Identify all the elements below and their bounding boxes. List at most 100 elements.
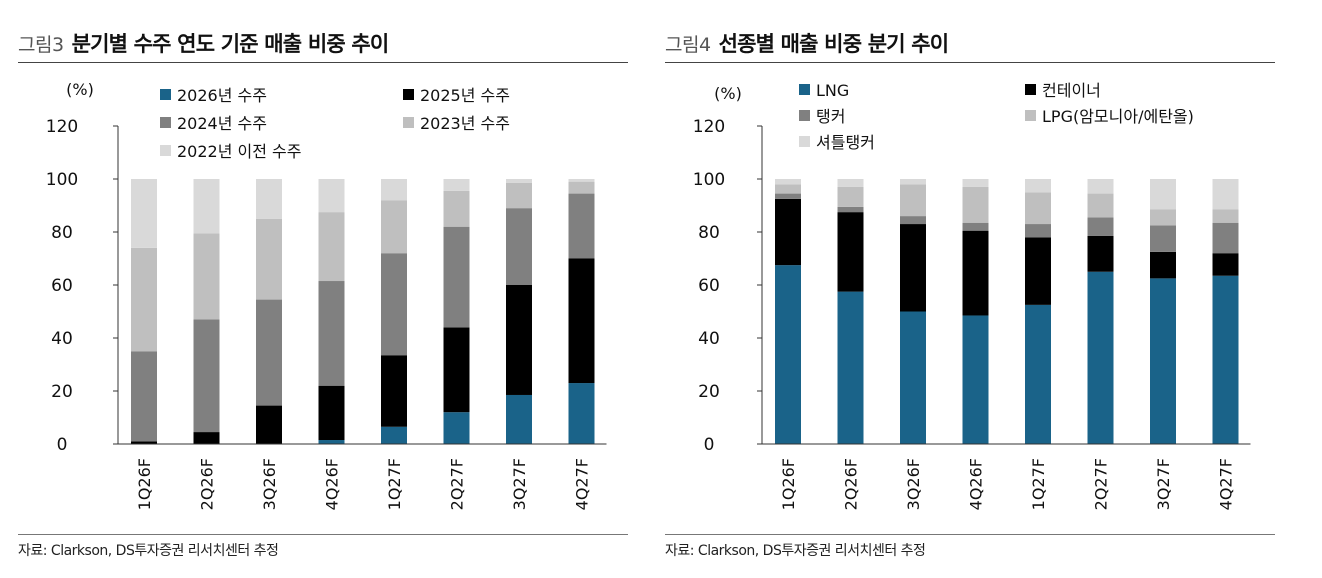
- x-tick-label: 3Q26F: [904, 458, 923, 510]
- bar-segment: [318, 212, 345, 282]
- bar-segment: [1025, 192, 1051, 225]
- bar-segment: [900, 311, 926, 444]
- x-tick-label: 4Q26F: [967, 458, 986, 510]
- chart-title: 선종별 매출 비중 분기 추이: [718, 32, 950, 56]
- x-tick-label: 2Q26F: [198, 458, 217, 510]
- bar-segment: [381, 253, 407, 356]
- y-tick-label: 0: [704, 435, 715, 455]
- bar-segment: [318, 281, 345, 386]
- legend-label: 컨테이너: [1042, 81, 1101, 100]
- legend-label: 2023년 수주: [420, 114, 510, 133]
- y-tick-label: 120: [46, 117, 78, 137]
- bar-segment: [568, 258, 595, 384]
- bar-segment: [443, 179, 470, 191]
- figure-label: 그림3: [18, 34, 64, 56]
- legend-label: LPG(암모니아/에탄올): [1042, 107, 1194, 126]
- legend-swatch: [1025, 84, 1036, 95]
- chart-title-row: 그림4 선종별 매출 비중 분기 추이: [665, 28, 950, 58]
- bar-segment: [256, 179, 282, 219]
- y-tick-label: 0: [57, 435, 68, 455]
- bar-segment: [775, 265, 801, 444]
- bar-segment: [381, 179, 407, 201]
- bar-segment: [1150, 179, 1176, 210]
- bar-segment: [381, 200, 407, 254]
- x-tick-label: 1Q26F: [135, 458, 154, 510]
- legend-label: 2025년 수주: [420, 86, 510, 105]
- bar-segment: [1087, 235, 1114, 272]
- x-tick-label: 2Q26F: [842, 458, 861, 510]
- legend-label: LNG: [816, 81, 849, 100]
- y-axis-unit-label: (%): [66, 80, 94, 99]
- footer-divider: [18, 534, 628, 535]
- bar-segment: [1025, 179, 1051, 193]
- bar-segment: [900, 224, 926, 312]
- x-tick-label: 3Q27F: [1154, 458, 1173, 510]
- y-tick-label: 80: [51, 223, 73, 243]
- y-tick-label: 100: [693, 170, 725, 190]
- bar-segment: [568, 383, 595, 444]
- bar-segment: [775, 179, 801, 185]
- legend-swatch: [160, 145, 171, 156]
- x-tick-label: 4Q26F: [323, 458, 342, 510]
- bar-segment: [131, 179, 157, 248]
- bar-segment: [568, 193, 595, 259]
- bar-segment: [256, 218, 282, 300]
- chart-panel-revenue-by-order-year: 그림3 분기별 수주 연도 기준 매출 비중 추이 (%) 0 20 40 60 80 100…: [18, 0, 628, 578]
- y-tick-label: 120: [693, 117, 725, 137]
- legend-swatch: [1025, 110, 1036, 121]
- legend-swatch: [160, 89, 171, 100]
- legend-label: 2022년 이전 수주: [177, 142, 302, 161]
- stacked-bar-chart: (%) 0 20 40 60 80 100 120 1Q26F 2Q26F 3Q26F 4Q26F 1Q…: [46, 80, 607, 510]
- bar-segment: [1087, 193, 1114, 218]
- bar-segment: [381, 355, 407, 427]
- bar-segment: [1212, 209, 1239, 223]
- legend-swatch: [799, 84, 810, 95]
- x-tick-label: 2Q27F: [448, 458, 467, 510]
- bar-segment: [1087, 271, 1114, 444]
- bar-segment: [506, 285, 532, 395]
- x-tick-label: 1Q27F: [1029, 458, 1048, 510]
- bar-segment: [1087, 217, 1114, 236]
- legend-swatch: [799, 136, 810, 147]
- title-divider: [18, 62, 628, 63]
- chart-title: 분기별 수주 연도 기준 매출 비중 추이: [71, 32, 390, 56]
- legend-swatch: [403, 89, 414, 100]
- bar-segment: [1150, 225, 1176, 252]
- y-tick-label: 40: [698, 329, 720, 349]
- source-note: 자료: Clarkson, DS투자증권 리서치센터 추정: [18, 543, 279, 559]
- bar-segment: [837, 179, 864, 187]
- y-tick-label: 60: [698, 276, 720, 296]
- y-tick-label: 40: [51, 329, 73, 349]
- x-tick-label: 2Q27F: [1092, 458, 1111, 510]
- bar-segment: [1025, 237, 1051, 305]
- bar-segment: [443, 412, 470, 444]
- x-tick-label: 1Q26F: [779, 458, 798, 510]
- chart-title-row: 그림3 분기별 수주 연도 기준 매출 비중 추이: [18, 28, 390, 58]
- x-tick-label: 3Q27F: [510, 458, 529, 510]
- bar-segment: [962, 186, 989, 223]
- bar-segment: [1212, 179, 1239, 210]
- legend-label: 셔틀탱커: [816, 133, 875, 152]
- bar-segment: [900, 179, 926, 185]
- bar-segment: [962, 230, 989, 316]
- bar-segment: [1212, 253, 1239, 276]
- bar-segment: [775, 184, 801, 194]
- bar-segment: [193, 319, 220, 433]
- bar-segment: [318, 179, 345, 213]
- bar-segment: [1212, 222, 1239, 254]
- bar-segment: [837, 206, 864, 213]
- bar-segment: [837, 212, 864, 292]
- bar-segment: [506, 179, 532, 183]
- bar-segment: [318, 440, 345, 444]
- bar-segment: [256, 405, 282, 444]
- stacked-bar-chart: (%) 0 20 40 60 80 100 120 1Q26F 2Q26F 3Q26F 4Q26F 1Q…: [693, 81, 1251, 510]
- bar-segment: [1025, 304, 1051, 444]
- bar-segment: [900, 184, 926, 217]
- bar-segment: [193, 179, 220, 234]
- chart-panel-revenue-by-ship-type: 그림4 선종별 매출 비중 분기 추이 (%) 0 20 40 60 80 100 120 1Q2…: [665, 0, 1275, 578]
- x-tick-label: 3Q26F: [260, 458, 279, 510]
- bar-segment: [568, 179, 595, 182]
- bar-segment: [131, 441, 157, 444]
- bar-segment: [318, 385, 345, 441]
- title-divider: [665, 62, 1275, 63]
